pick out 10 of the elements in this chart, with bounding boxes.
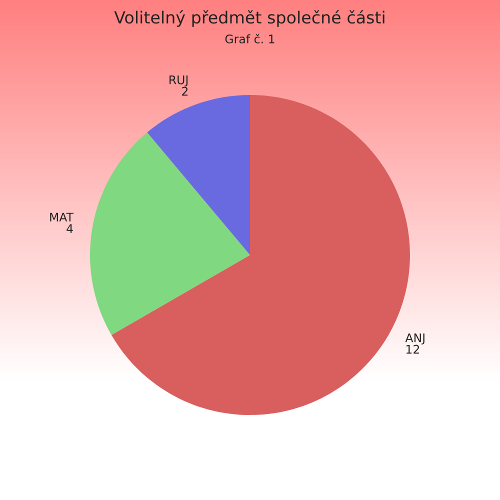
pie-slice [147,95,250,255]
slice-label: ANJ [405,334,424,345]
chart-subtitle: Graf č. 1 [225,34,274,44]
data-label: 2 [182,86,188,96]
slice-label: MAT [50,212,74,222]
data-label: 12 [406,344,420,354]
slice-label: RUJ [170,76,188,87]
data-label: 4 [66,224,73,233]
chart-title: Volitelný předmět společné části [114,10,384,27]
pie-slice [90,132,250,335]
